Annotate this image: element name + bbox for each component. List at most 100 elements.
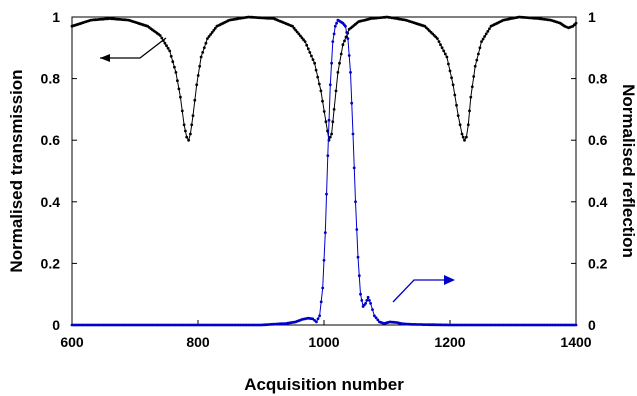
data-point	[442, 49, 446, 53]
data-point	[461, 135, 465, 139]
data-point	[295, 30, 299, 34]
data-point	[319, 300, 323, 304]
series-line	[72, 19, 576, 326]
data-point	[330, 132, 333, 136]
right-y-tick-label: 0.2	[588, 255, 608, 271]
data-point	[354, 200, 357, 204]
data-point	[291, 24, 294, 28]
data-point	[303, 40, 307, 43]
right-y-tick-label: 0.8	[588, 71, 608, 87]
data-point	[184, 129, 187, 133]
data-point	[315, 320, 318, 324]
data-point	[374, 316, 378, 320]
data-point	[483, 35, 486, 38]
left-y-tick-label: 0.6	[41, 132, 61, 148]
data-point	[331, 40, 335, 43]
right-y-axis: 0 0.2 0.4 0.6 0.8 1	[571, 9, 608, 333]
data-point	[488, 27, 491, 31]
data-point	[195, 83, 199, 87]
data-point	[339, 52, 343, 56]
data-point	[324, 120, 328, 124]
data-point	[368, 299, 371, 302]
data-point	[351, 132, 355, 136]
data-point	[209, 33, 213, 36]
data-point	[306, 47, 310, 51]
data-point	[173, 65, 176, 69]
data-point	[332, 108, 336, 111]
data-point	[437, 40, 441, 43]
right-y-tick-label: 0	[588, 317, 596, 333]
data-point	[321, 286, 325, 290]
data-point	[439, 43, 442, 47]
data-point	[177, 87, 181, 91]
data-point	[326, 154, 330, 158]
data-point	[327, 118, 331, 122]
data-point	[574, 323, 578, 327]
data-point	[356, 255, 360, 259]
right-y-tick-label: 1	[588, 9, 596, 25]
data-point	[345, 31, 349, 34]
left-y-tick-label: 0.4	[41, 194, 61, 210]
data-point	[470, 85, 474, 89]
left-y-tick-label: 0.8	[41, 71, 61, 87]
transmission-series	[70, 15, 578, 142]
data-point	[182, 123, 186, 127]
data-point	[346, 37, 350, 40]
data-point	[486, 30, 490, 33]
reflection-series	[70, 18, 578, 327]
data-point	[331, 120, 335, 124]
x-tick-label: 1400	[560, 334, 591, 350]
data-point	[176, 79, 179, 83]
data-point	[311, 58, 315, 61]
x-axis: 600 800 1000 1200 1400	[60, 320, 592, 350]
series-layer	[70, 15, 578, 327]
data-point	[360, 299, 364, 302]
data-point	[344, 24, 347, 28]
data-point	[463, 138, 466, 142]
data-point	[316, 75, 320, 79]
data-point	[468, 109, 471, 113]
data-point	[213, 26, 217, 30]
data-point	[478, 46, 482, 50]
data-point	[199, 55, 203, 59]
data-point	[160, 36, 164, 40]
data-point	[469, 95, 473, 99]
data-point	[299, 34, 302, 38]
data-point	[193, 98, 197, 102]
left-y-tick-label: 0.2	[41, 255, 61, 271]
data-point	[440, 46, 444, 50]
plot-area	[71, 16, 577, 326]
data-point	[198, 64, 202, 68]
data-point	[314, 68, 318, 72]
data-point	[201, 51, 205, 54]
data-point	[447, 62, 450, 66]
data-point	[174, 71, 178, 74]
data-point	[206, 37, 209, 40]
data-point	[466, 123, 470, 127]
data-point	[171, 60, 175, 64]
data-point	[366, 295, 370, 299]
data-point	[323, 231, 327, 235]
data-point	[333, 24, 337, 28]
data-point	[341, 43, 345, 47]
x-tick-label: 600	[60, 334, 84, 350]
x-tick-label: 1000	[308, 334, 339, 350]
data-point	[472, 75, 476, 78]
data-point	[455, 103, 458, 107]
data-point	[297, 32, 301, 36]
data-point	[350, 101, 354, 105]
data-point	[210, 31, 214, 34]
data-point	[357, 274, 361, 278]
data-point	[574, 21, 578, 25]
data-point	[484, 32, 488, 36]
data-point	[292, 26, 296, 30]
data-point	[319, 89, 323, 93]
data-point	[189, 132, 192, 136]
data-point	[321, 99, 324, 103]
data-point	[460, 132, 464, 136]
data-point	[207, 35, 211, 38]
data-point	[163, 41, 167, 45]
data-point	[332, 32, 336, 36]
reflection-arrow	[392, 279, 452, 303]
data-point	[302, 38, 305, 42]
